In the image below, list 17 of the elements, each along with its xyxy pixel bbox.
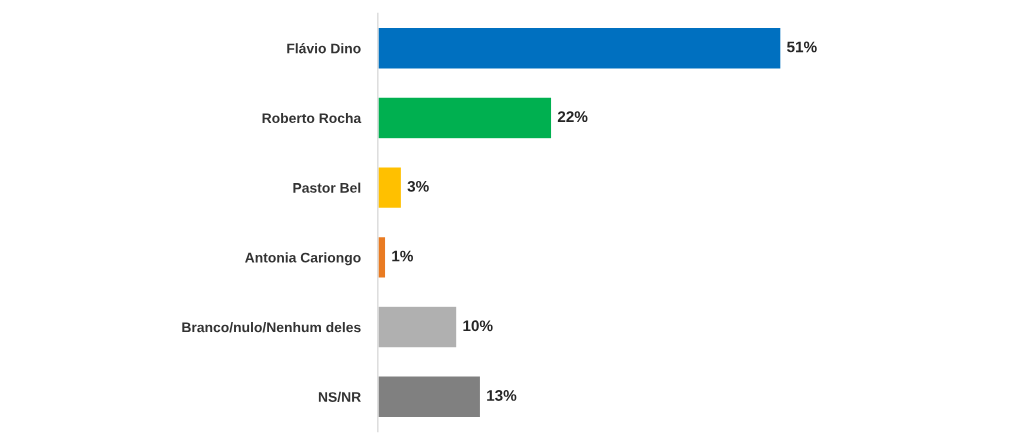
data-label: 3%	[407, 180, 429, 192]
bar	[377, 26, 782, 70]
bar	[377, 166, 403, 210]
y-tick-label: Pastor Bel	[293, 182, 361, 193]
y-tick-label: Branco/nulo/Nenhum deles	[182, 322, 361, 333]
y-tick-label: NS/NR	[318, 391, 361, 403]
y-tick-label: Roberto Rocha	[262, 112, 362, 124]
data-label: 1%	[392, 250, 413, 262]
bar	[377, 375, 482, 419]
data-label: 10%	[463, 320, 493, 332]
data-label: 13%	[487, 390, 517, 401]
bar	[377, 96, 553, 140]
bar	[377, 305, 458, 349]
data-label: 51%	[787, 41, 817, 53]
data-label: 22%	[557, 111, 588, 122]
y-tick-label: Flávio Dino	[287, 43, 361, 54]
y-tick-label: Antonia Cariongo	[245, 252, 361, 266]
